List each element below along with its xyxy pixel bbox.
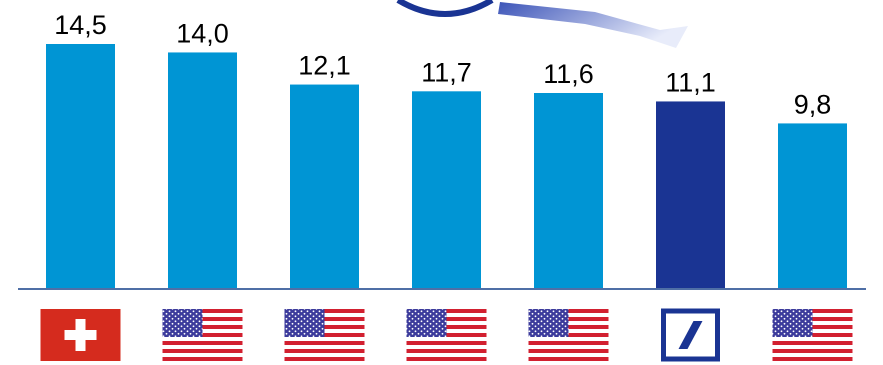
- bar-5: [534, 93, 603, 289]
- data-label-1: 14,5: [54, 10, 107, 40]
- data-label-4: 11,7: [421, 57, 472, 87]
- bar-6: [656, 101, 725, 289]
- us-flag-icon: [772, 309, 853, 361]
- data-label-3: 12,1: [298, 51, 351, 81]
- highlight-arrow: [396, 0, 688, 48]
- swiss-flag-icon: [40, 309, 121, 361]
- bar-1: [46, 44, 115, 289]
- us-flag-icon: [162, 309, 243, 361]
- us-flag-icon: [406, 309, 487, 361]
- data-label-7: 9,8: [794, 89, 832, 119]
- bar-7: [778, 123, 847, 290]
- data-label-2: 14,0: [176, 18, 229, 48]
- deutsche-bank-logo-icon: [658, 308, 723, 362]
- data-label-5: 11,6: [543, 59, 594, 89]
- data-label-6: 11,1: [665, 67, 716, 97]
- us-flag-icon: [528, 309, 609, 361]
- bar-2: [168, 52, 237, 290]
- us-flag-icon: [284, 309, 365, 361]
- bar-4: [412, 91, 481, 289]
- bar-3: [290, 84, 359, 289]
